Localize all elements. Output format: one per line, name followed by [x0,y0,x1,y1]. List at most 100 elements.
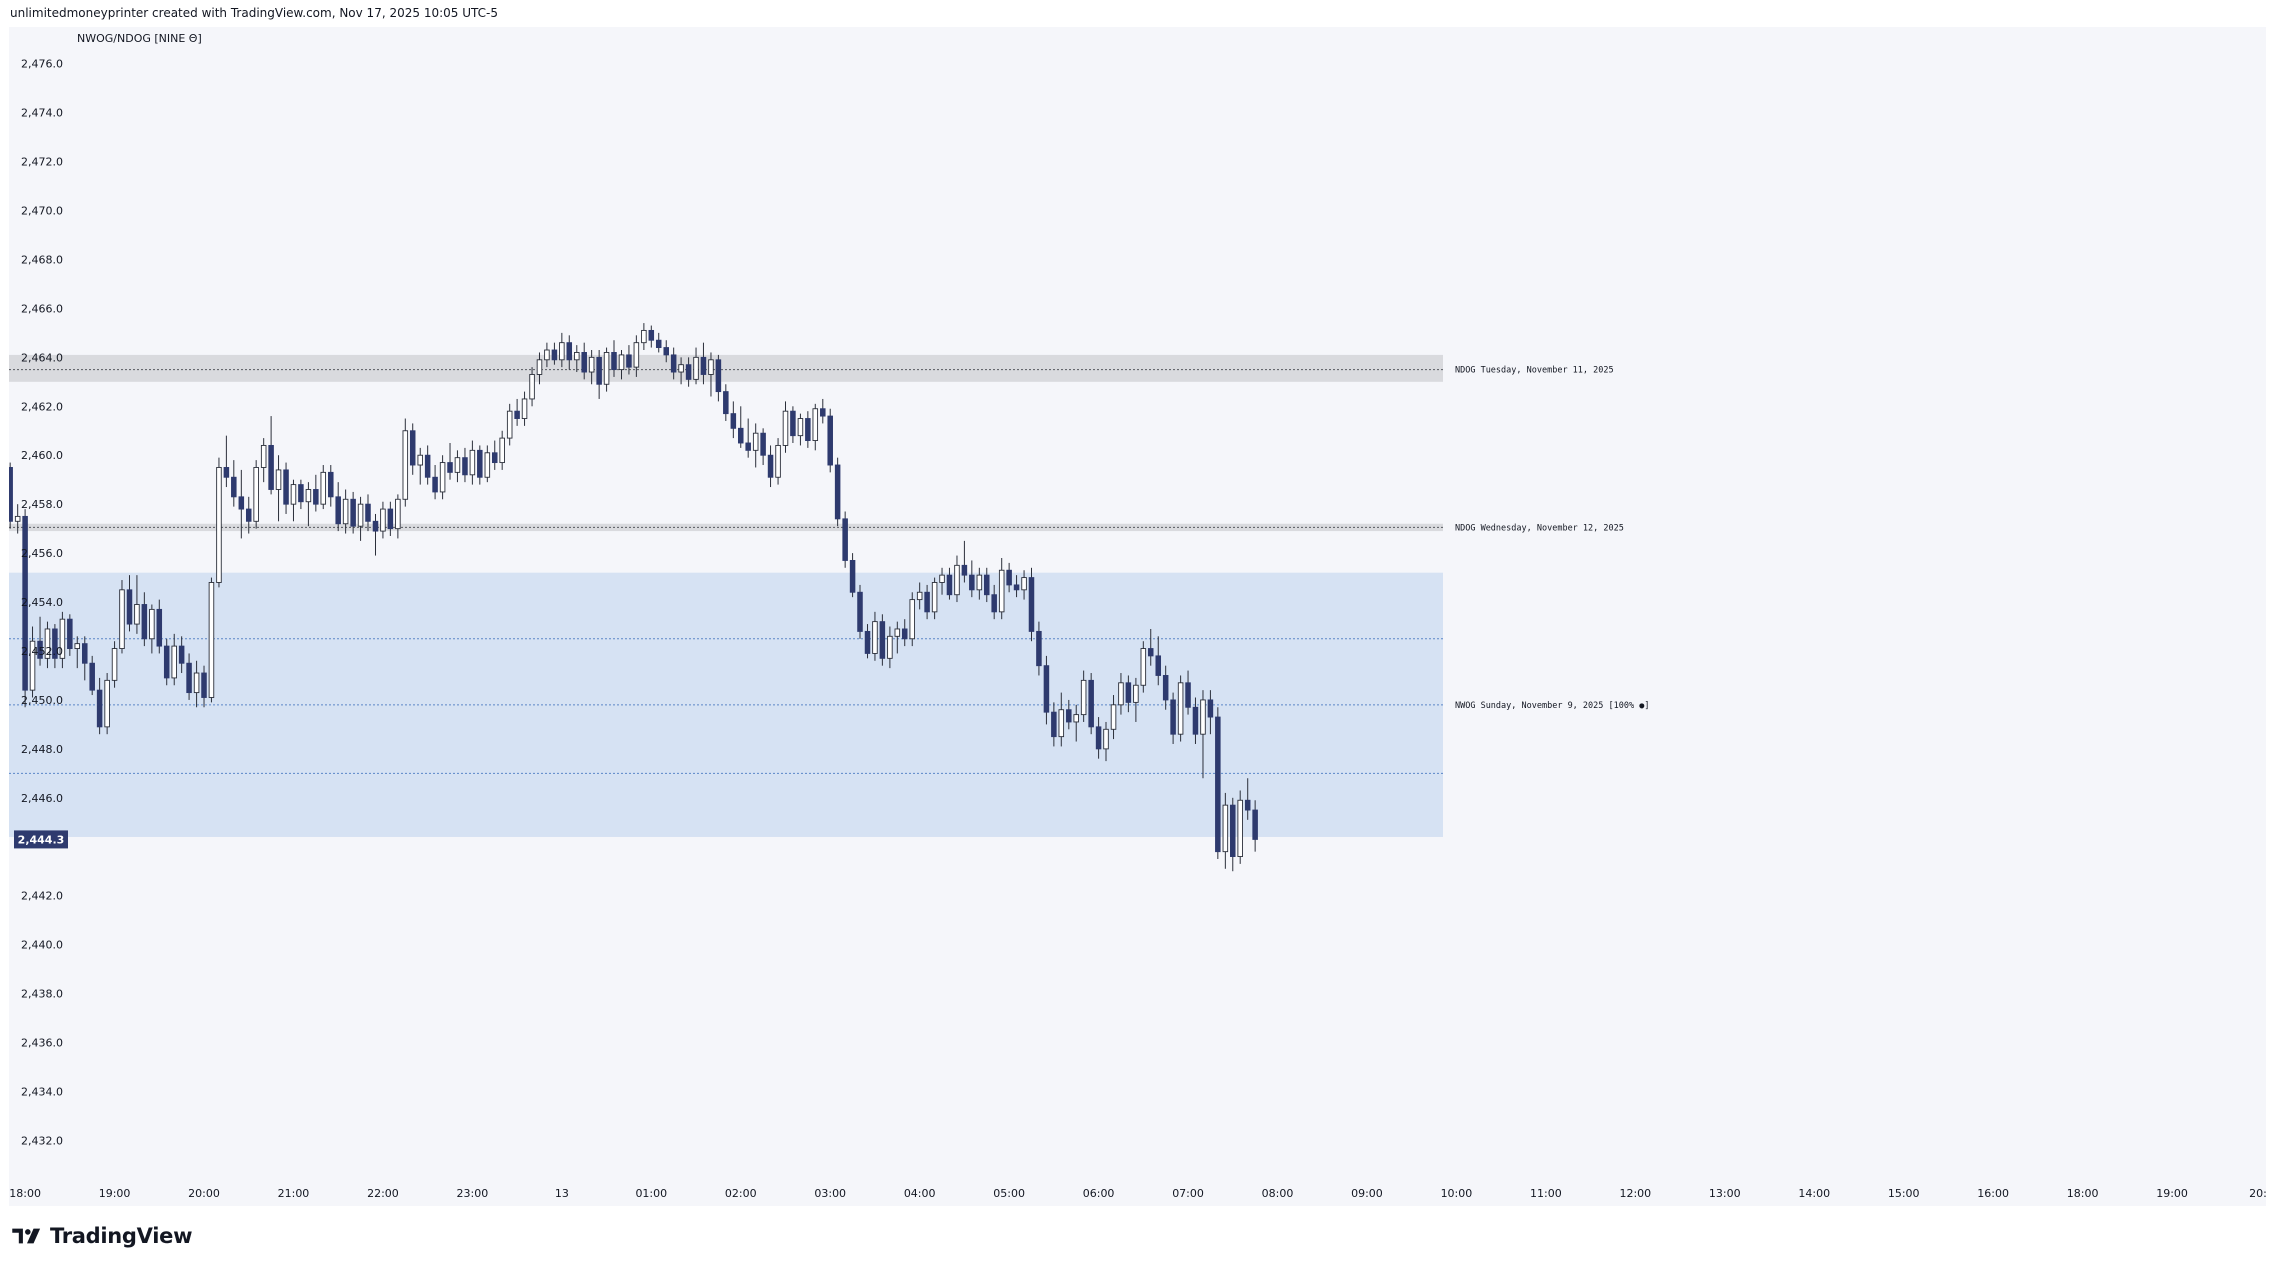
candle-body [790,410,796,437]
candle [1036,621,1042,676]
candle [268,416,274,495]
candle [320,465,327,510]
candle-body [1051,711,1057,738]
candle-body [909,599,916,640]
candle-body [723,391,729,415]
candle [29,626,36,698]
candle-body [976,574,983,591]
candle [1013,575,1020,598]
candle-body [1147,648,1154,657]
candle [111,641,118,688]
candle-body [611,352,617,371]
candle-body [655,339,662,349]
candle-body [991,594,997,613]
candle-body [544,349,550,361]
candle-body [1222,804,1229,853]
time-tick-label: 22:00 [367,1187,399,1200]
candle-body [1185,682,1191,708]
candle-body [1192,706,1199,735]
candle [387,501,394,536]
tradingview-logo[interactable]: TradingView [12,1224,192,1248]
time-tick-label: 20:0 [2249,1187,2266,1200]
candle-body [872,621,878,654]
candle [849,553,856,598]
candle-body [521,398,528,419]
candle-body [484,452,491,478]
candle [9,462,13,529]
candle [1103,721,1109,762]
candle [1095,717,1102,759]
candle [678,357,684,385]
candle-body [395,498,401,530]
price-tick-label: 2,456.0 [21,547,63,560]
candlestick-chart[interactable]: 2,476.0 2,474.0 2,472.0 2,470.0 2,468.0 2,466… [9,27,2266,1206]
candle [1222,792,1229,869]
candle [365,494,371,532]
candle [924,584,930,620]
candle-body [618,354,625,371]
candle-body [454,457,461,473]
candle-body [186,662,192,694]
candle [984,567,990,603]
candle-body [178,645,185,664]
candle-body [1080,679,1087,716]
candle [156,599,163,654]
candle [283,462,289,514]
candle [827,408,833,473]
candle [812,403,819,451]
candle-body [320,471,327,505]
candle-body [969,574,975,591]
time-tick-label: 12:00 [1619,1187,1651,1200]
candle [484,445,491,483]
candle-body [149,608,155,640]
candle [208,577,215,703]
candle [1237,790,1243,864]
candle [723,384,729,421]
candle-body [193,672,200,694]
candle [655,332,662,353]
candle-body [275,469,282,490]
candle [37,616,43,666]
candle-body [998,569,1005,613]
candle-body [208,582,215,698]
candle-body [260,444,267,468]
candle [1073,704,1079,742]
time-tick-label: 10:00 [1441,1187,1473,1200]
candle [1207,690,1214,735]
candle-body [491,452,498,464]
time-tick-label: 01:00 [635,1187,667,1200]
indicator-title[interactable]: NWOG/NDOG [NINE Θ] [77,32,202,45]
candle-body [134,604,140,625]
candle-body [700,356,707,375]
candle [1177,675,1184,742]
candle [700,342,707,385]
candle [1192,697,1199,744]
candle [715,354,722,402]
candle-body [708,359,714,375]
price-tick-label: 2,446.0 [21,792,63,805]
candle-body [648,329,655,341]
candle [454,450,461,483]
candle-body [223,467,230,478]
last-price-tag: 2,444.3 [14,830,68,849]
time-tick-label: 04:00 [904,1187,936,1200]
candle-body [380,508,386,532]
candle [350,491,356,534]
chart-area[interactable]: 2,476.0 2,474.0 2,472.0 2,470.0 2,468.0 2,466… [9,27,2266,1206]
candle-body [1230,804,1236,857]
time-tick-label: 16:00 [1977,1187,2009,1200]
time-tick-label: 23:00 [457,1187,489,1200]
candle-body [402,430,409,500]
candle-body [477,449,483,478]
candle [74,636,81,669]
zone-label: NWOG Sunday, November 9, 2025 [100% ●] [1455,701,1649,711]
price-tick-label: 2,462.0 [21,400,63,413]
candle [946,567,953,600]
candle-body [44,628,51,659]
candle [805,411,811,448]
chart-caption: unlimitedmoneyprinter created with Tradi… [10,6,498,20]
price-tick-label: 2,468.0 [21,253,63,266]
time-tick-label: 13:00 [1709,1187,1741,1200]
candle [328,465,334,507]
candle [1147,628,1154,666]
